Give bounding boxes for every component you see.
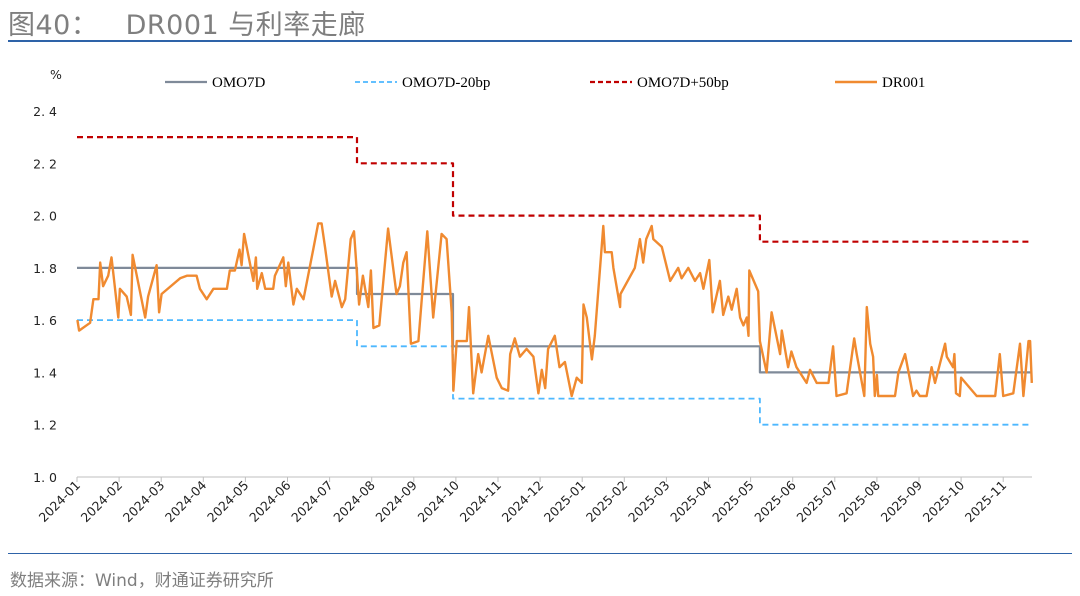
x-tick-label: 2024-10 (414, 477, 462, 525)
source-note: 数据来源：Wind，财通证券研究所 (10, 571, 274, 591)
x-tick-label: 2025-09 (878, 477, 926, 525)
figure-title: 图40： DR001 与利率走廊 (8, 10, 366, 41)
x-tick-label: 2025-02 (583, 478, 631, 526)
legend-label: OMO7D-20bp (402, 75, 490, 91)
x-tick-label: 2025-11 (962, 478, 1010, 526)
y-tick-label: 1. 8 (33, 261, 57, 276)
x-axis-ticks: 2024-012024-022024-032024-042024-052024-… (36, 477, 1010, 526)
x-tick-label: 2024-05 (204, 478, 252, 526)
series-dr001 (76, 222, 1033, 398)
series-lines (76, 136, 1033, 426)
x-tick-label: 2025-05 (709, 478, 757, 526)
x-tick-label: 2025-10 (920, 477, 968, 525)
legend-label: OMO7D+50bp (637, 75, 729, 91)
x-tick-label: 2024-02 (78, 478, 126, 526)
x-tick-label: 2024-07 (288, 478, 336, 526)
x-tick-label: 2025-03 (625, 478, 673, 526)
legend-label: OMO7D (212, 75, 266, 91)
y-axis-ticks: 1. 0 1. 2 1. 4 1. 6 1. 8 2. 0 2. 2 2. 4 (33, 104, 57, 485)
title-divider (8, 40, 1072, 42)
y-tick-label: 1. 6 (33, 313, 57, 328)
x-tick-label: 2024-12 (499, 478, 547, 526)
y-tick-label: 1. 2 (33, 418, 57, 433)
x-tick-label: 2024-03 (120, 478, 168, 526)
footer-divider (8, 553, 1072, 554)
x-tick-label: 2024-08 (330, 477, 378, 525)
x-tick-label: 2025-08 (835, 477, 883, 525)
y-tick-label: 2. 4 (33, 104, 57, 119)
y-tick-label: 1. 0 (33, 470, 57, 485)
x-tick-label: 2024-09 (372, 477, 420, 525)
x-tick-label: 2024-06 (246, 477, 294, 525)
y-tick-label: 2. 0 (33, 209, 57, 224)
x-tick-label: 2025-01 (541, 478, 589, 526)
legend-label: DR001 (882, 75, 925, 91)
x-tick-label: 2024-04 (162, 477, 210, 525)
series-omo7d-50bp (77, 136, 1032, 243)
x-tick-label: 2025-06 (751, 477, 799, 525)
series-omo7d-20bp (77, 319, 1032, 426)
x-tick-label: 2025-04 (667, 477, 715, 525)
legend: OMO7D OMO7D-20bp OMO7D+50bp DR001 (165, 75, 925, 91)
x-tick-label: 2025-07 (793, 478, 841, 526)
y-axis-unit: % (50, 67, 62, 82)
y-tick-label: 2. 2 (33, 156, 57, 171)
x-tick-label: 2024-11 (457, 478, 505, 526)
y-tick-label: 1. 4 (33, 365, 57, 380)
